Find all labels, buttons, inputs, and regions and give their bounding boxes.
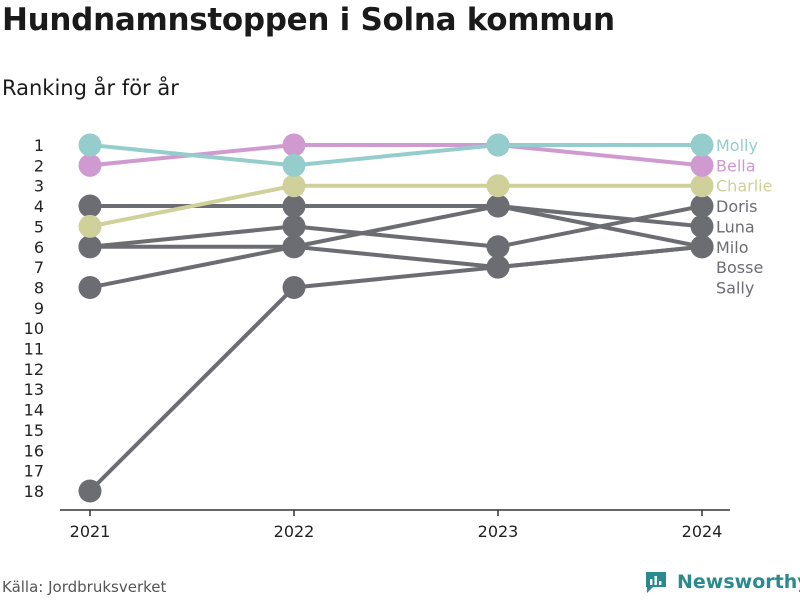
data-point-milo: [282, 214, 306, 238]
series-label-milo: Milo: [716, 238, 748, 257]
data-point-milo: [486, 235, 510, 259]
series-line-charlie: [88, 183, 704, 229]
y-tick-label: 3: [34, 177, 44, 196]
x-tick-label: 2024: [682, 522, 723, 541]
y-tick-label: 7: [34, 258, 44, 277]
data-point-molly: [486, 133, 510, 157]
data-point-luna: [690, 214, 714, 238]
data-point-molly: [690, 133, 714, 157]
data-point-sally: [282, 275, 306, 299]
data-point-doris: [78, 194, 102, 218]
data-point-doris: [486, 194, 510, 218]
y-tick-label: 11: [24, 340, 44, 359]
data-point-charlie: [486, 174, 510, 198]
y-tick-label: 4: [34, 197, 44, 216]
series-label-luna: Luna: [716, 217, 755, 236]
brand-name: Newsworthy: [677, 571, 800, 593]
data-point-bosse: [486, 255, 510, 279]
x-tick-label: 2023: [478, 522, 519, 541]
series-points: [78, 133, 714, 503]
brand-logo[interactable]: Newsworthy: [644, 570, 800, 594]
y-tick-label: 9: [34, 299, 44, 318]
x-tick-label: 2021: [70, 522, 111, 541]
data-point-molly: [282, 153, 306, 177]
x-tick-label: 2022: [274, 522, 315, 541]
series-lines: [88, 143, 704, 493]
data-point-luna: [282, 235, 306, 259]
data-point-doris: [690, 235, 714, 259]
series-line-luna: [88, 204, 704, 249]
data-point-doris: [282, 194, 306, 218]
newsworthy-logo-icon: [646, 572, 666, 593]
series-label-doris: Doris: [716, 197, 757, 216]
series-line-molly: [88, 143, 704, 168]
chart-subtitle: Ranking år för år: [2, 76, 179, 100]
y-tick-label: 2: [34, 156, 44, 175]
data-point-bosse: [78, 275, 102, 299]
y-tick-label: 6: [34, 238, 44, 257]
y-tick-label: 13: [24, 380, 44, 399]
data-point-bella: [690, 153, 714, 177]
chart-title: Hundnamnstoppen i Solna kommun: [2, 2, 615, 38]
y-tick-label: 17: [24, 462, 44, 481]
data-point-milo: [690, 194, 714, 218]
series-label-bosse: Bosse: [716, 258, 763, 277]
source-note: Källa: Jordbruksverket: [2, 578, 167, 596]
y-tick-label: 10: [24, 319, 44, 338]
x-tick-labels: 2021 2022 2023 2024: [70, 510, 723, 541]
y-tick-label: 15: [24, 421, 44, 440]
y-tick-label: 12: [24, 360, 44, 379]
y-tick-label: 8: [34, 278, 44, 297]
data-point-bella: [78, 153, 102, 177]
data-point-molly: [78, 133, 102, 157]
series-label-sally: Sally: [716, 278, 754, 297]
series-line-sally: [88, 244, 704, 493]
y-tick-label: 5: [34, 217, 44, 236]
y-tick-label: 1: [34, 136, 44, 155]
data-point-charlie: [78, 214, 102, 238]
data-point-charlie: [690, 174, 714, 198]
y-tick-label: 16: [24, 441, 44, 460]
data-point-bella: [282, 133, 306, 157]
series-label-charlie: Charlie: [716, 177, 772, 196]
data-point-sally: [78, 479, 102, 503]
y-tick-label: 18: [24, 482, 44, 501]
series-label-bella: Bella: [716, 156, 756, 175]
series-label-molly: Molly: [716, 136, 758, 155]
data-point-luna: [78, 235, 102, 259]
y-tick-label: 14: [24, 401, 44, 420]
data-point-charlie: [282, 174, 306, 198]
series-line-bosse: [88, 244, 704, 290]
